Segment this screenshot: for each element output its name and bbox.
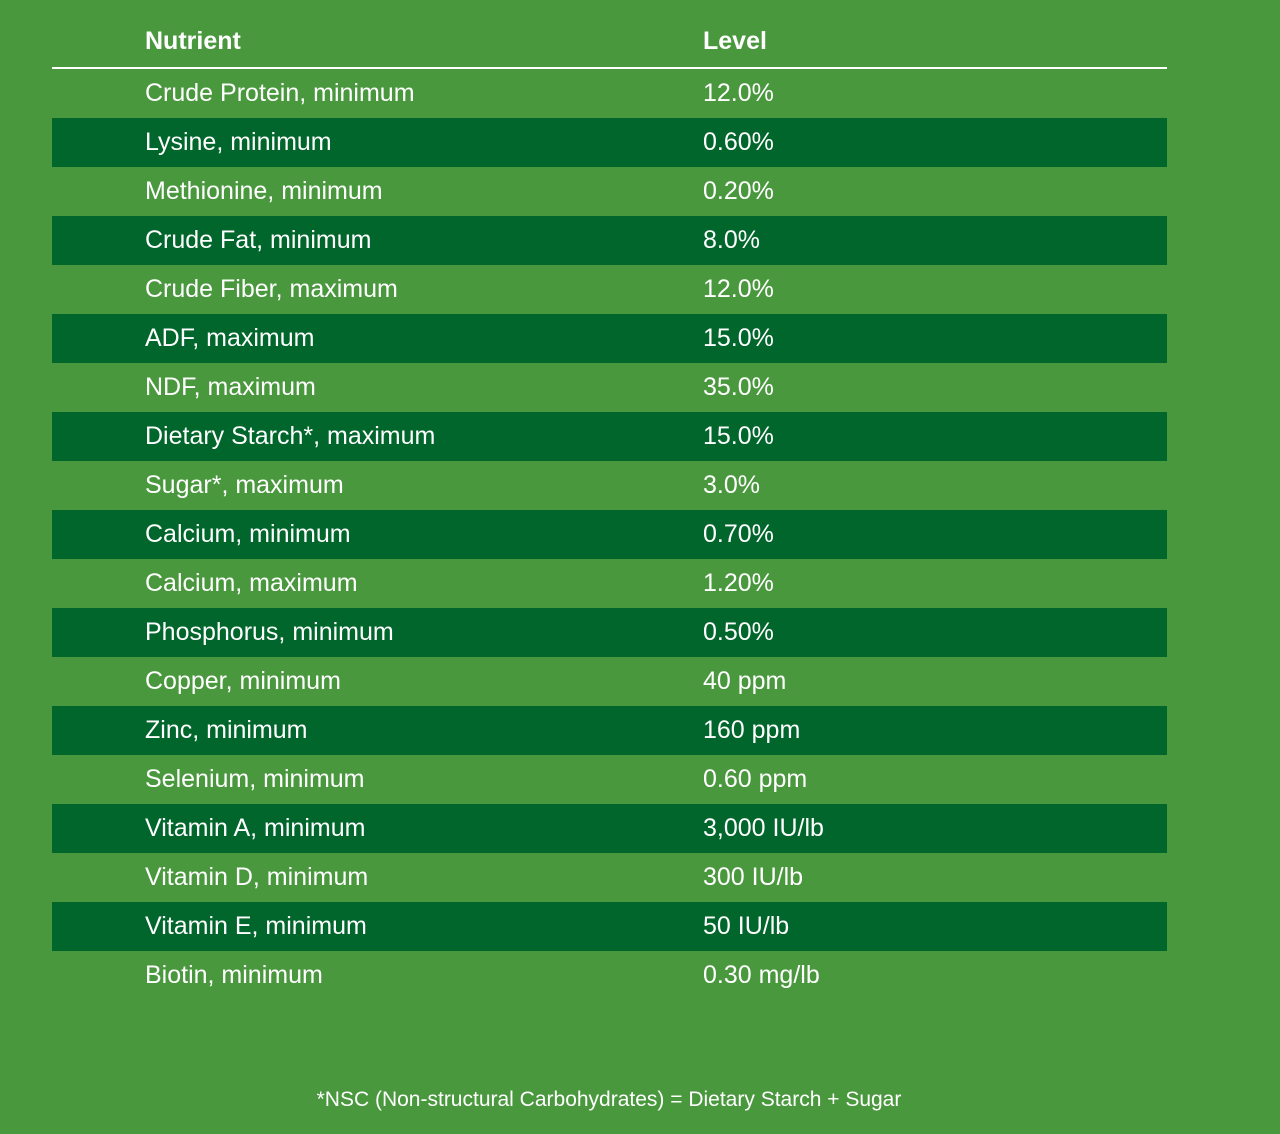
nutrient-name: Sugar*, maximum [145, 471, 344, 499]
header-level: Level [703, 27, 767, 55]
table-row: Vitamin D, minimum 300 IU/lb [52, 853, 1167, 902]
nutrient-name: Zinc, minimum [145, 716, 308, 744]
table-row: Zinc, minimum 160 ppm [52, 706, 1167, 755]
nutrient-level: 160 ppm [703, 716, 801, 744]
nutrient-level: 0.50% [703, 618, 774, 646]
nutrient-level: 8.0% [703, 226, 760, 254]
table-row: ADF, maximum 15.0% [52, 314, 1167, 363]
table-row: Vitamin A, minimum 3,000 IU/lb [52, 804, 1167, 853]
nutrient-name: Phosphorus, minimum [145, 618, 394, 646]
nutrient-name: Calcium, maximum [145, 569, 358, 597]
nutrient-name: Copper, minimum [145, 667, 341, 695]
table-row: Phosphorus, minimum 0.50% [52, 608, 1167, 657]
nutrient-level: 40 ppm [703, 667, 787, 695]
table-row: Crude Fat, minimum 8.0% [52, 216, 1167, 265]
nutrient-name: Selenium, minimum [145, 765, 365, 793]
nutrient-level: 0.70% [703, 520, 774, 548]
nutrient-name: Crude Protein, minimum [145, 79, 415, 107]
table-row: Dietary Starch*, maximum 15.0% [52, 412, 1167, 461]
nutrient-level: 35.0% [703, 373, 774, 401]
nutrient-name: Dietary Starch*, maximum [145, 422, 436, 450]
nutrient-name: Biotin, minimum [145, 961, 323, 989]
table-row: Crude Fiber, maximum 12.0% [52, 265, 1167, 314]
nutrient-name: Calcium, minimum [145, 520, 351, 548]
header-nutrient: Nutrient [145, 27, 241, 55]
nutrient-name: Methionine, minimum [145, 177, 383, 205]
nutrient-level: 3,000 IU/lb [703, 814, 824, 842]
table-row: NDF, maximum 35.0% [52, 363, 1167, 412]
nutrient-level: 0.20% [703, 177, 774, 205]
table-body: Crude Protein, minimum 12.0% Lysine, minim… [52, 69, 1167, 1000]
nutrient-level: 15.0% [703, 422, 774, 450]
nutrient-level: 300 IU/lb [703, 863, 804, 891]
nutrient-name: NDF, maximum [145, 373, 316, 401]
table-row: Calcium, minimum 0.70% [52, 510, 1167, 559]
table-row: Methionine, minimum 0.20% [52, 167, 1167, 216]
table-row: Calcium, maximum 1.20% [52, 559, 1167, 608]
nutrient-name: Crude Fat, minimum [145, 226, 372, 254]
nutrient-name: Vitamin D, minimum [145, 863, 369, 891]
nutrient-level: 15.0% [703, 324, 774, 352]
nutrient-level: 0.60 ppm [703, 765, 808, 793]
table-row: Lysine, minimum 0.60% [52, 118, 1167, 167]
table-row: Selenium, minimum 0.60 ppm [52, 755, 1167, 804]
nutrient-name: ADF, maximum [145, 324, 315, 352]
nutrient-name: Vitamin E, minimum [145, 912, 367, 940]
nutrient-level: 1.20% [703, 569, 774, 597]
table-header: Nutrient Level [52, 0, 1167, 69]
nutrient-name: Lysine, minimum [145, 128, 332, 156]
nutrient-table: Nutrient Level Crude Protein, minimum 12.… [52, 0, 1167, 1000]
nutrient-name: Vitamin A, minimum [145, 814, 366, 842]
nutrient-level: 12.0% [703, 79, 774, 107]
table-row: Vitamin E, minimum 50 IU/lb [52, 902, 1167, 951]
table-row: Sugar*, maximum 3.0% [52, 461, 1167, 510]
nutrient-level: 3.0% [703, 471, 760, 499]
nutrient-level: 0.60% [703, 128, 774, 156]
nutrient-name: Crude Fiber, maximum [145, 275, 398, 303]
nutrient-level: 50 IU/lb [703, 912, 790, 940]
nutrient-level: 12.0% [703, 275, 774, 303]
table-row: Biotin, minimum 0.30 mg/lb [52, 951, 1167, 1000]
footnote: *NSC (Non-structural Carbohydrates) = Di… [316, 1088, 902, 1111]
table-row: Crude Protein, minimum 12.0% [52, 69, 1167, 118]
table-row: Copper, minimum 40 ppm [52, 657, 1167, 706]
nutrient-level: 0.30 mg/lb [703, 961, 820, 989]
